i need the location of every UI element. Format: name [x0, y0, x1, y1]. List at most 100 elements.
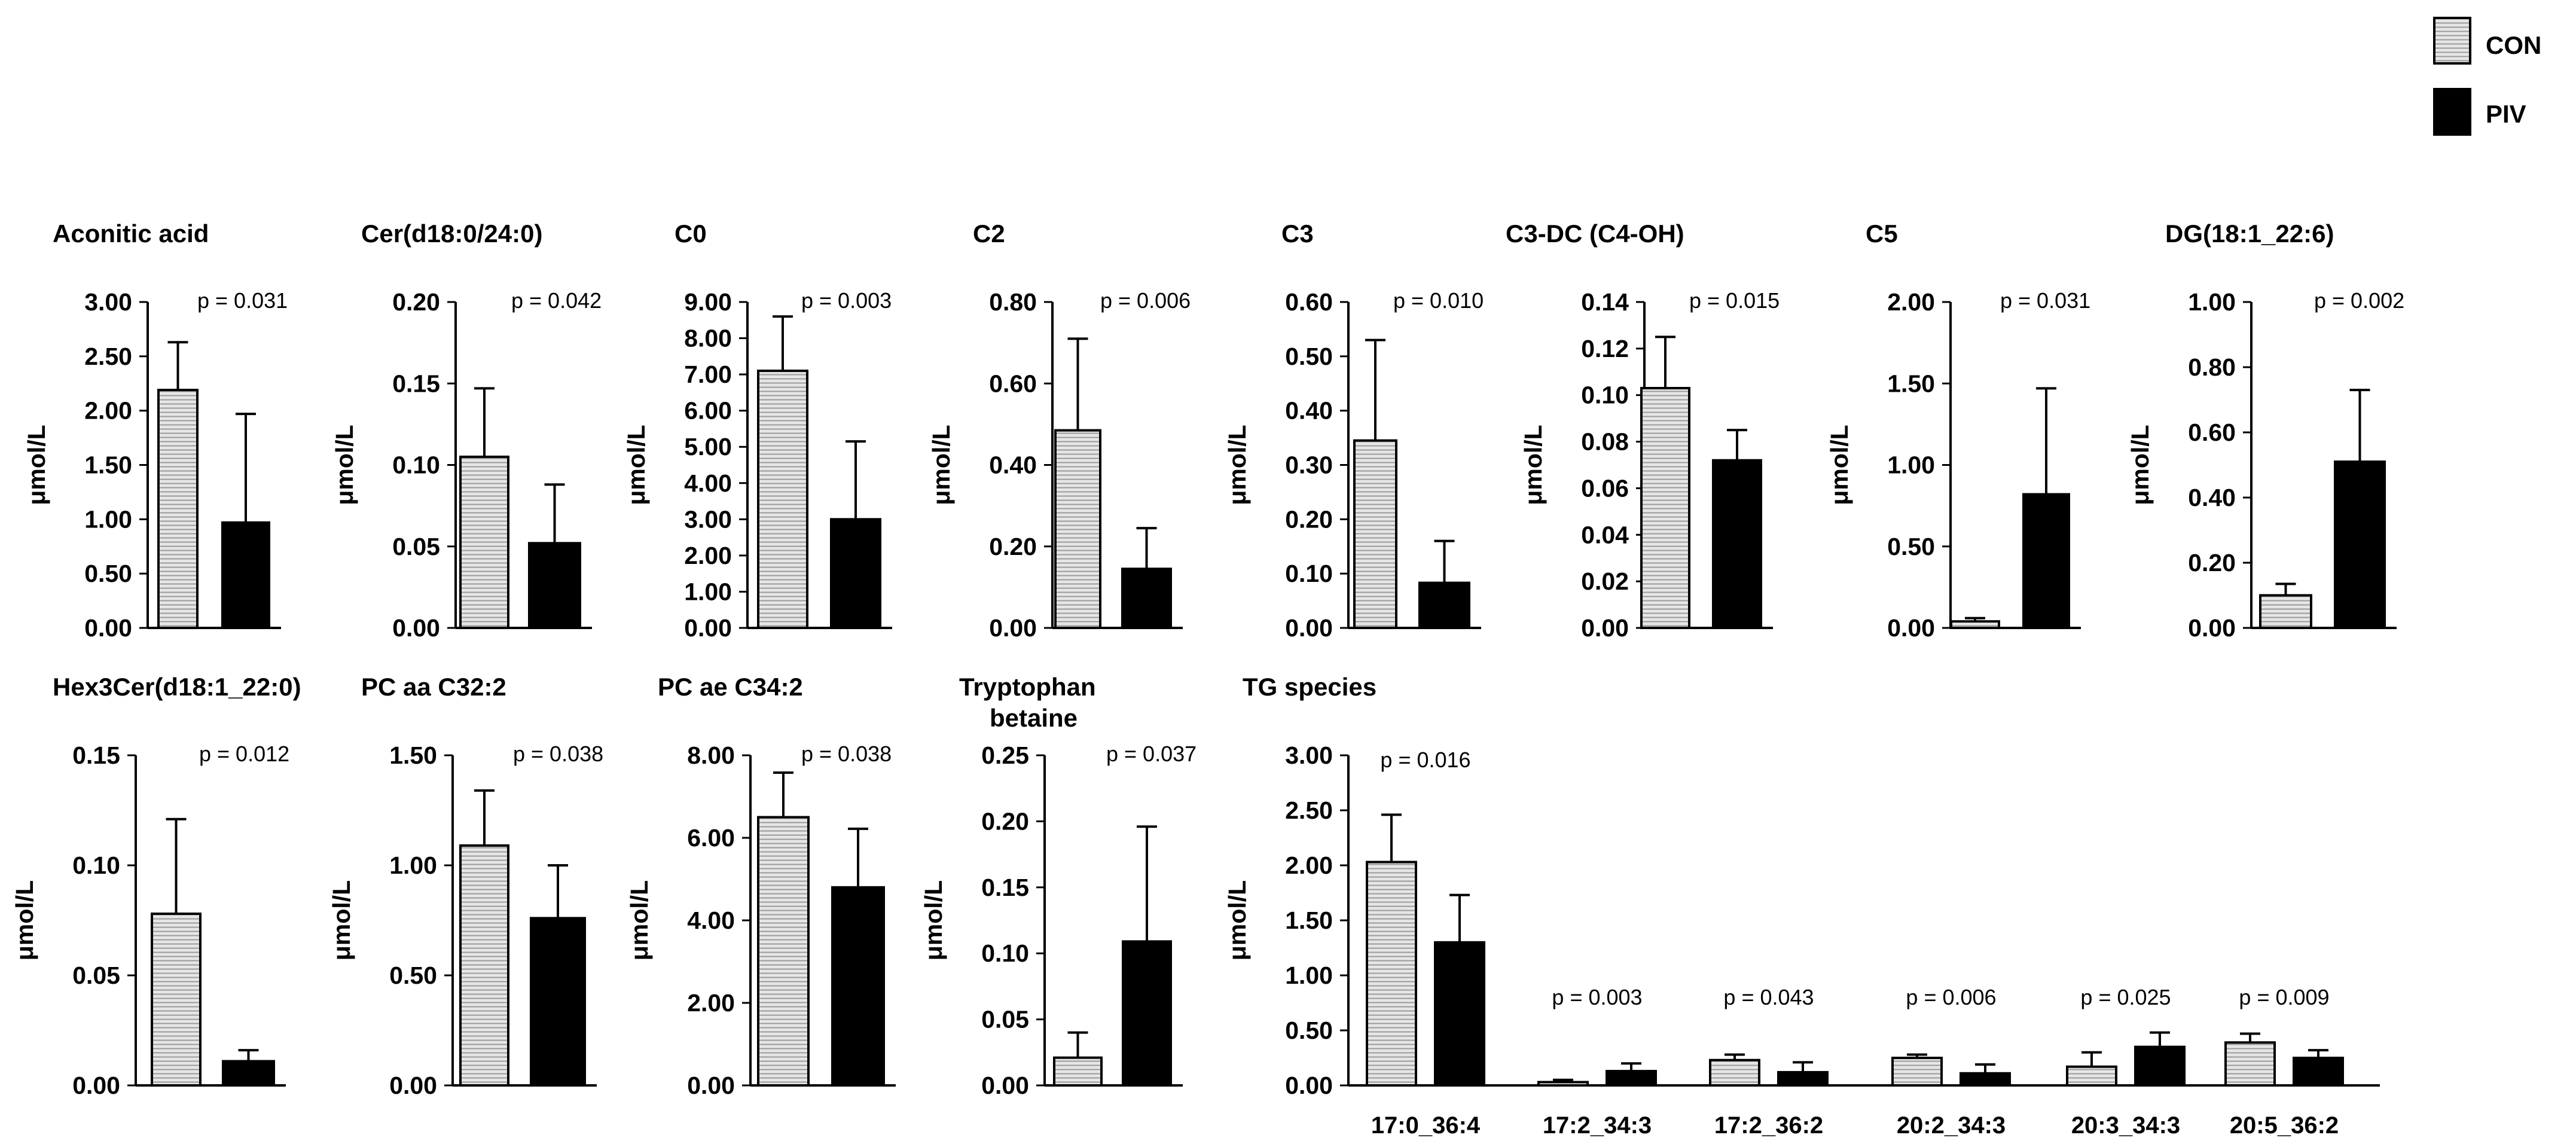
bar-piv: [1606, 1070, 1657, 1087]
p-value-label: p = 0.015: [1689, 288, 1780, 313]
y-tick-label: 0.30: [1285, 452, 1333, 479]
y-axis-label: μmol/L: [1223, 880, 1251, 960]
chart-title: C3: [1281, 219, 1314, 248]
p-value-label: p = 0.031: [2000, 288, 2090, 313]
y-tick-label: 1.00: [389, 852, 437, 879]
chart-panel: 0.00 0.10 0.20 0.30 0.40 0.50 0.60 C3 μmol/L p = …: [1223, 219, 1484, 642]
bar-piv: [1712, 459, 1762, 629]
y-tick-label: 0.00: [687, 1072, 735, 1099]
y-axis-label: μmol/L: [2126, 425, 2154, 505]
bar-piv: [2022, 493, 2070, 629]
bar-con: [2224, 1041, 2276, 1087]
y-tick-label: 0.00: [1887, 614, 1935, 642]
chart-title: Aconitic acid: [53, 219, 209, 248]
y-tick-label: 0.00: [684, 614, 732, 642]
legend: CON PIV: [2433, 17, 2541, 136]
y-axis-label: μmol/L: [1519, 425, 1547, 505]
y-tick-label: 0.00: [392, 614, 440, 642]
bar-con: [2066, 1065, 2117, 1087]
y-tick-label: 0.04: [1581, 521, 1629, 548]
y-tick-label: 1.00: [1285, 962, 1333, 989]
bar-piv: [1777, 1070, 1829, 1087]
y-tick-label: 0.20: [989, 533, 1037, 560]
y-tick-label: 0.05: [72, 962, 120, 989]
y-tick-label: 0.10: [1285, 560, 1333, 587]
p-value-label: p = 0.012: [199, 742, 289, 766]
y-tick-label: 0.02: [1581, 568, 1629, 595]
chart-title: C5: [1866, 219, 1898, 248]
y-tick-label: 6.00: [687, 824, 735, 852]
y-tick-label: 0.08: [1581, 428, 1629, 456]
y-tick-label: 0.20: [392, 288, 440, 316]
legend-label-piv: PIV: [2486, 100, 2526, 128]
y-tick-label: 0.14: [1581, 288, 1629, 316]
y-tick-label: 1.50: [1887, 370, 1935, 397]
p-value-label: p = 0.038: [513, 742, 603, 766]
y-axis-label: μmol/L: [625, 880, 653, 960]
bar-con: [459, 455, 509, 629]
y-tick-label: 2.00: [687, 989, 735, 1017]
y-tick-label: 0.40: [989, 452, 1037, 479]
chart-panel: 0.00 0.02 0.04 0.06 0.08 0.10 0.12 0.14 C3-DC (C…: [1506, 219, 1780, 642]
y-tick-label: 1.50: [1285, 907, 1333, 934]
bar-piv: [222, 1060, 275, 1087]
p-value-label: p = 0.003: [801, 288, 892, 313]
y-axis-label: μmol/L: [331, 425, 358, 505]
y-tick-label: 0.60: [2188, 419, 2236, 446]
x-category-label: 20:2_34:3: [1897, 1112, 2006, 1139]
y-tick-label: 1.50: [389, 742, 437, 769]
y-tick-label: 0.50: [389, 962, 437, 989]
y-tick-label: 0.00: [1581, 614, 1629, 642]
y-tick-label: 0.10: [981, 939, 1029, 967]
y-tick-label: 4.00: [687, 907, 735, 934]
y-tick-label: 0.15: [981, 874, 1029, 901]
y-tick-label: 0.00: [84, 614, 132, 642]
chart-title: Tryptophan: [959, 673, 1096, 701]
chart-panel: 0.00 2.00 4.00 6.00 8.00 PC ae C34:2 μmol/L p =…: [625, 673, 896, 1099]
y-axis-label: μmol/L: [23, 425, 50, 505]
x-category-label: 17:2_36:2: [1714, 1112, 1823, 1139]
chart-title: TG species: [1243, 673, 1376, 701]
bar-piv: [1434, 941, 1485, 1087]
y-tick-label: 5.00: [684, 433, 732, 460]
bar-con: [1709, 1058, 1760, 1087]
y-axis-label: μmol/L: [1223, 425, 1251, 505]
x-category-label: 20:3_34:3: [2071, 1112, 2180, 1139]
bar-con: [1053, 1056, 1103, 1087]
y-tick-label: 3.00: [1285, 742, 1333, 769]
p-value-label: p = 0.010: [1393, 288, 1484, 313]
p-value-label: p = 0.006: [1100, 288, 1191, 313]
bar-con: [151, 912, 202, 1087]
y-tick-label: 0.05: [392, 533, 440, 560]
y-tick-label: 0.00: [989, 614, 1037, 642]
y-axis-label: μmol/L: [920, 880, 947, 960]
bar-con: [2259, 594, 2312, 629]
y-tick-label: 0.00: [72, 1072, 120, 1099]
y-axis-label: μmol/L: [1826, 425, 1853, 505]
p-value-label: p = 0.025: [2080, 985, 2171, 1009]
y-tick-label: 0.00: [1285, 1072, 1333, 1099]
y-tick-label: 0.15: [72, 742, 120, 769]
y-tick-label: 0.00: [2188, 614, 2236, 642]
chart-panel: 0.00 1.00 2.00 3.00 4.00 5.00 6.00 7.00 8.00 9.00…: [622, 219, 892, 642]
y-tick-label: 0.05: [981, 1006, 1029, 1033]
y-tick-label: 3.00: [84, 288, 132, 316]
chart-panel: 0.00 0.05 0.10 0.15 0.20 0.25 Tryptophan betain…: [920, 673, 1197, 1099]
y-tick-label: 1.00: [1887, 452, 1935, 479]
y-tick-label: 0.25: [981, 742, 1029, 769]
y-tick-label: 0.40: [1285, 397, 1333, 425]
bar-piv: [2134, 1045, 2186, 1087]
y-axis-label: μmol/L: [622, 425, 650, 505]
chart-title: Cer(d18:0/24:0): [361, 219, 542, 248]
chart-title: C0: [674, 219, 707, 248]
y-tick-label: 0.50: [84, 560, 132, 587]
y-axis-label: μmol/L: [11, 880, 38, 960]
chart-panel: 0.00 0.20 0.40 0.60 0.80 C2 μmol/L p = 0.006: [927, 219, 1191, 642]
bar-piv: [2293, 1057, 2344, 1087]
y-tick-label: 2.00: [684, 542, 732, 569]
bar-piv: [2334, 460, 2386, 629]
bar-con: [157, 389, 199, 630]
y-tick-label: 0.40: [2188, 484, 2236, 511]
y-tick-label: 2.50: [84, 343, 132, 370]
